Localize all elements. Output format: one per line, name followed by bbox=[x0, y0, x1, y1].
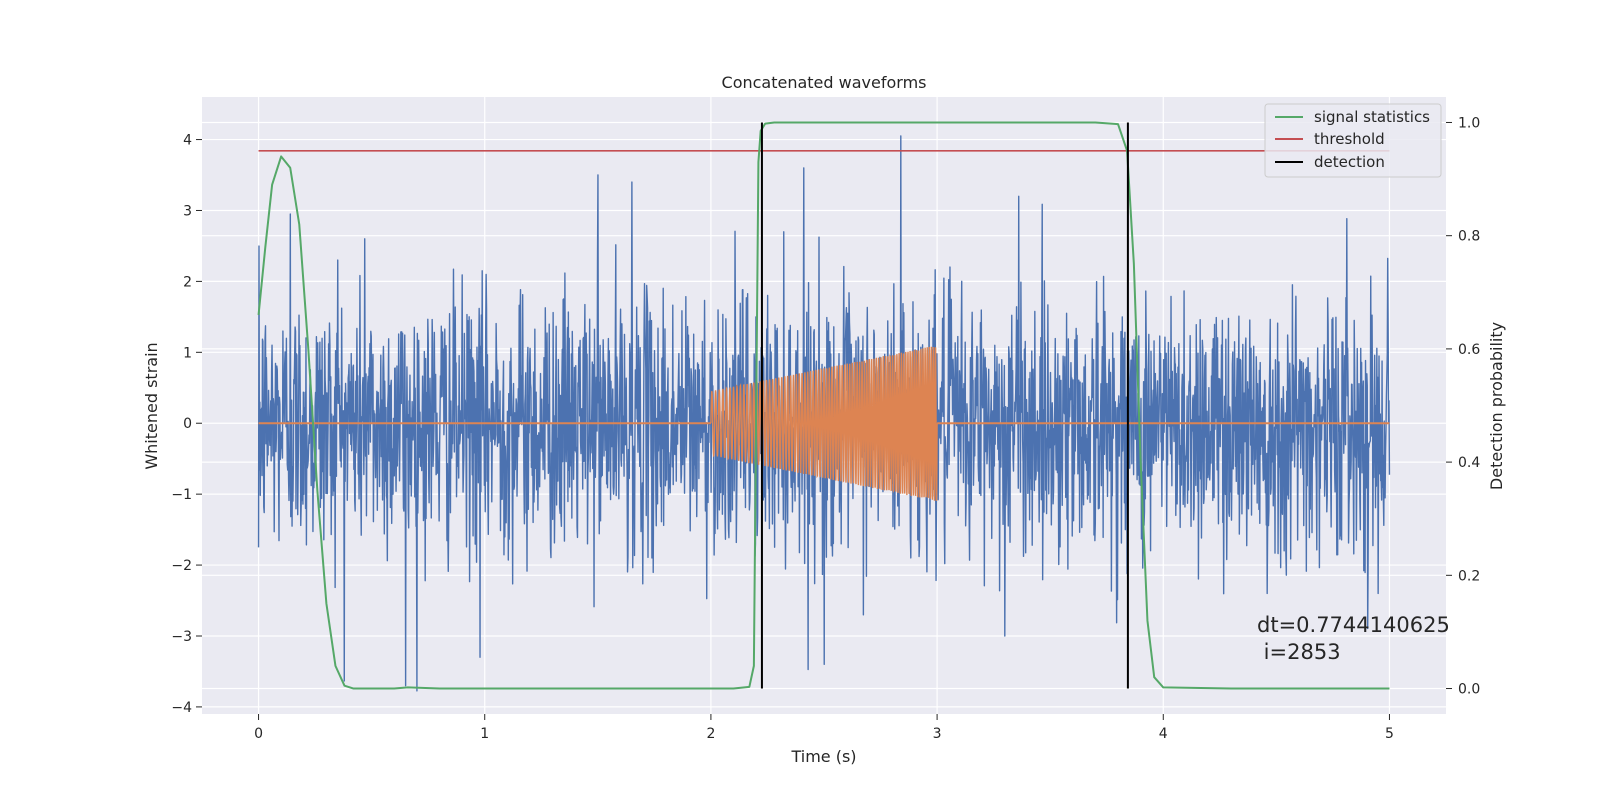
noise-series-line bbox=[257, 135, 1391, 692]
y-axis-right: 0.0 0.2 0.4 0.6 0.8 1.0 bbox=[1446, 115, 1480, 698]
x-tick-label: 3 bbox=[933, 726, 942, 742]
annotation-index: i=2853 bbox=[1257, 640, 1341, 664]
x-tick-label: 4 bbox=[1159, 726, 1168, 742]
x-tick-label: 0 bbox=[254, 726, 263, 742]
legend-label-detection: detection bbox=[1314, 153, 1385, 171]
waveform-chirp-line bbox=[710, 346, 938, 501]
y-tick-label: −1 bbox=[171, 487, 192, 503]
y-tick-label: 3 bbox=[183, 203, 192, 219]
y2-tick-label: 0.0 bbox=[1458, 682, 1480, 698]
y2-tick-label: 1.0 bbox=[1458, 115, 1480, 131]
x-axis: 0 1 2 3 4 5 bbox=[254, 714, 1394, 742]
annotation-dt: dt=0.7744140625 bbox=[1257, 613, 1450, 637]
y2-tick-label: 0.6 bbox=[1458, 342, 1480, 358]
y-axis-label: Whitened strain bbox=[142, 342, 161, 469]
y2-tick-label: 0.2 bbox=[1458, 568, 1480, 584]
y-tick-label: −4 bbox=[171, 700, 192, 716]
y-tick-label: −3 bbox=[171, 629, 192, 645]
y-tick-label: 1 bbox=[183, 345, 192, 361]
legend-box bbox=[1264, 103, 1442, 178]
signal-statistics-line bbox=[257, 121, 1390, 690]
legend-label-threshold: threshold bbox=[1314, 130, 1385, 148]
legend-label-signal-statistics: signal statistics bbox=[1314, 108, 1430, 126]
y-tick-label: 0 bbox=[183, 416, 192, 432]
y2-tick-label: 0.4 bbox=[1458, 455, 1480, 471]
y-tick-label: −2 bbox=[171, 558, 192, 574]
y2-tick-label: 0.8 bbox=[1458, 229, 1480, 245]
y2-axis-label: Detection probability bbox=[1487, 322, 1506, 490]
y-axis-left: −4 −3 −2 −1 0 1 2 3 4 bbox=[171, 133, 202, 716]
x-tick-label: 5 bbox=[1385, 726, 1394, 742]
legend: signal statistics threshold detection bbox=[1264, 103, 1442, 178]
x-tick-label: 2 bbox=[706, 726, 715, 742]
y-tick-label: 2 bbox=[183, 274, 192, 290]
x-tick-label: 1 bbox=[480, 726, 489, 742]
plot-series bbox=[257, 121, 1391, 692]
x-axis-label: Time (s) bbox=[790, 747, 856, 766]
y-tick-label: 4 bbox=[183, 133, 192, 149]
chart-title: Concatenated waveforms bbox=[722, 73, 927, 92]
